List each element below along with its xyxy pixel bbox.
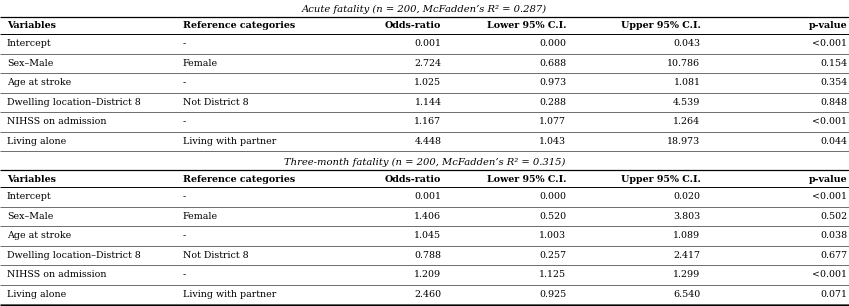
Text: Living with partner: Living with partner	[183, 137, 276, 146]
Text: <0.001: <0.001	[812, 192, 847, 201]
Text: 1.077: 1.077	[539, 117, 566, 126]
Text: 18.973: 18.973	[667, 137, 700, 146]
Text: Sex–Male: Sex–Male	[7, 212, 53, 221]
Text: 4.539: 4.539	[673, 98, 700, 107]
Text: NIHSS on admission: NIHSS on admission	[7, 270, 106, 279]
Text: 0.038: 0.038	[820, 231, 847, 240]
Text: Sex–Male: Sex–Male	[7, 59, 53, 68]
Text: Upper 95% C.I.: Upper 95% C.I.	[621, 174, 700, 184]
Text: Odds-ratio: Odds-ratio	[385, 21, 441, 31]
Text: Dwelling location–District 8: Dwelling location–District 8	[7, 98, 141, 107]
Text: 0.973: 0.973	[539, 78, 566, 87]
Text: -: -	[183, 78, 186, 87]
Text: 3.803: 3.803	[673, 212, 700, 221]
Text: 0.925: 0.925	[539, 290, 566, 299]
Text: Reference categories: Reference categories	[183, 21, 295, 31]
Text: 0.257: 0.257	[539, 251, 566, 260]
Text: 0.288: 0.288	[539, 98, 566, 107]
Text: 0.001: 0.001	[414, 39, 441, 48]
Text: 1.125: 1.125	[539, 270, 566, 279]
Text: Intercept: Intercept	[7, 192, 52, 201]
Text: Intercept: Intercept	[7, 39, 52, 48]
Text: Living alone: Living alone	[7, 137, 66, 146]
Text: 1.144: 1.144	[414, 98, 441, 107]
Text: Living alone: Living alone	[7, 290, 66, 299]
Text: 1.299: 1.299	[673, 270, 700, 279]
Text: -: -	[183, 231, 186, 240]
Text: Not District 8: Not District 8	[183, 251, 248, 260]
Text: p-value: p-value	[809, 174, 847, 184]
Text: 0.520: 0.520	[539, 212, 566, 221]
Text: -: -	[183, 39, 186, 48]
Text: 1.045: 1.045	[414, 231, 441, 240]
Text: Age at stroke: Age at stroke	[7, 231, 71, 240]
Text: 0.071: 0.071	[820, 290, 847, 299]
Text: 1.089: 1.089	[673, 231, 700, 240]
Text: Dwelling location–District 8: Dwelling location–District 8	[7, 251, 141, 260]
Text: Living with partner: Living with partner	[183, 290, 276, 299]
Text: Variables: Variables	[7, 21, 56, 31]
Text: 0.000: 0.000	[539, 39, 566, 48]
Text: -: -	[183, 117, 186, 126]
Text: 4.448: 4.448	[414, 137, 441, 146]
Text: 1.003: 1.003	[539, 231, 566, 240]
Text: <0.001: <0.001	[812, 39, 847, 48]
Text: Variables: Variables	[7, 174, 56, 184]
Text: <0.001: <0.001	[812, 117, 847, 126]
Text: Reference categories: Reference categories	[183, 174, 295, 184]
Text: 1.167: 1.167	[414, 117, 441, 126]
Text: 1.043: 1.043	[539, 137, 566, 146]
Text: 2.460: 2.460	[414, 290, 441, 299]
Text: Age at stroke: Age at stroke	[7, 78, 71, 87]
Text: Not District 8: Not District 8	[183, 98, 248, 107]
Text: 10.786: 10.786	[667, 59, 700, 68]
Text: Odds-ratio: Odds-ratio	[385, 174, 441, 184]
Text: Female: Female	[183, 59, 217, 68]
Text: Upper 95% C.I.: Upper 95% C.I.	[621, 21, 700, 31]
Text: 0.001: 0.001	[414, 192, 441, 201]
Text: Acute fatality (n = 200, McFadden’s R² = 0.287): Acute fatality (n = 200, McFadden’s R² =…	[302, 5, 547, 13]
Text: 0.000: 0.000	[539, 192, 566, 201]
Text: 1.209: 1.209	[414, 270, 441, 279]
Text: 6.540: 6.540	[673, 290, 700, 299]
Text: 0.688: 0.688	[539, 59, 566, 68]
Text: p-value: p-value	[809, 21, 847, 31]
Text: Lower 95% C.I.: Lower 95% C.I.	[486, 21, 566, 31]
Text: 1.406: 1.406	[414, 212, 441, 221]
Text: 2.417: 2.417	[673, 251, 700, 260]
Text: -: -	[183, 192, 186, 201]
Text: <0.001: <0.001	[812, 270, 847, 279]
Text: 0.020: 0.020	[673, 192, 700, 201]
Text: 0.154: 0.154	[820, 59, 847, 68]
Text: 1.264: 1.264	[673, 117, 700, 126]
Text: Three-month fatality (n = 200, McFadden’s R² = 0.315): Three-month fatality (n = 200, McFadden’…	[284, 158, 565, 166]
Text: Female: Female	[183, 212, 217, 221]
Text: 0.502: 0.502	[820, 212, 847, 221]
Text: -: -	[183, 270, 186, 279]
Text: 1.081: 1.081	[673, 78, 700, 87]
Text: NIHSS on admission: NIHSS on admission	[7, 117, 106, 126]
Text: 0.848: 0.848	[820, 98, 847, 107]
Text: 1.025: 1.025	[414, 78, 441, 87]
Text: 0.043: 0.043	[673, 39, 700, 48]
Text: Lower 95% C.I.: Lower 95% C.I.	[486, 174, 566, 184]
Text: 0.788: 0.788	[414, 251, 441, 260]
Text: 0.677: 0.677	[820, 251, 847, 260]
Text: 0.354: 0.354	[820, 78, 847, 87]
Text: 0.044: 0.044	[820, 137, 847, 146]
Text: 2.724: 2.724	[414, 59, 441, 68]
